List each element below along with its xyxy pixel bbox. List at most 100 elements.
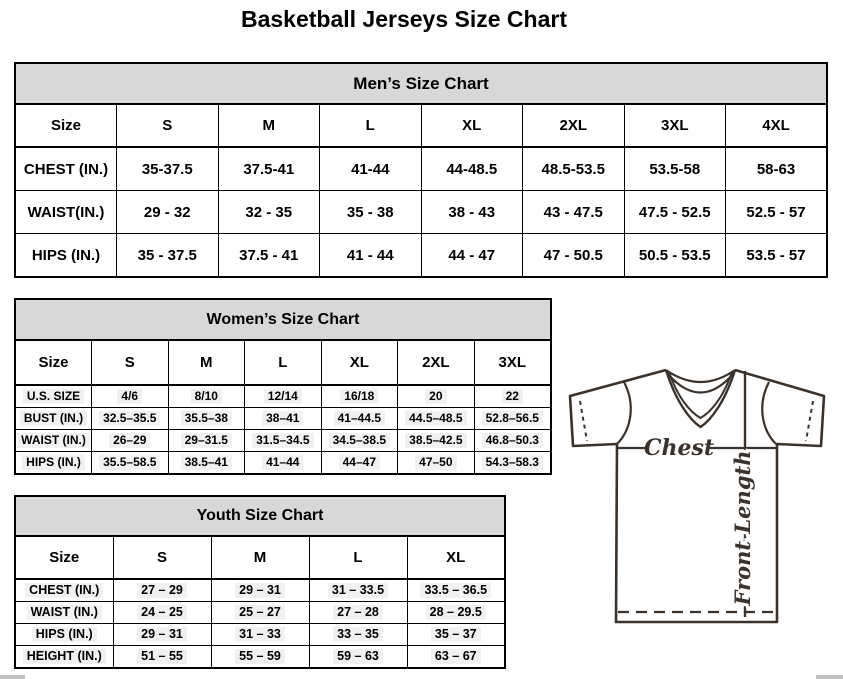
value-cell: 29–31.5 <box>167 429 246 452</box>
value-cell: 12/14 <box>244 384 322 408</box>
table-row: U.S. SIZE 4/6 8/10 12/14 16/18 20 22 <box>14 384 552 408</box>
value-text: 35.5–38 <box>180 411 232 426</box>
value-cell: 48.5-53.5 <box>522 146 625 191</box>
value-text: 41-44 <box>351 160 390 178</box>
jersey-outline <box>568 368 826 624</box>
value-cell: 37.5 - 41 <box>217 233 320 278</box>
value-text: 4/6 <box>117 389 143 404</box>
women-column-header: 3XL <box>473 339 552 386</box>
value-cell: 47–50 <box>397 451 475 475</box>
left-armhole-seam <box>616 381 632 445</box>
value-text: 37.5-41 <box>243 160 295 178</box>
front-length-label: Front Length <box>730 451 755 607</box>
value-cell: 63 – 67 <box>406 645 506 669</box>
table-row: WAIST (IN.) 24 – 25 25 – 27 27 – 28 28 – 29.… <box>14 601 506 624</box>
value-text: 63 – 67 <box>430 649 481 664</box>
women-column-header: M <box>167 339 246 386</box>
value-cell: 31 – 33 <box>210 623 310 646</box>
value-text: 41 - 44 <box>346 246 394 264</box>
value-text: 35.5–58.5 <box>99 455 161 470</box>
value-cell: 53.5 - 57 <box>725 233 828 278</box>
value-cell: 20 <box>397 384 475 408</box>
value-text: 34.5–38.5 <box>328 433 391 448</box>
column-header-text: XL <box>446 549 466 566</box>
women-column-header: 2XL <box>397 339 475 386</box>
men-chart-title: Men’s Size Chart <box>14 62 828 105</box>
value-text: 41–44 <box>262 455 304 470</box>
value-cell: 41–44 <box>244 451 322 475</box>
column-header-text: 3XL <box>498 354 527 371</box>
value-cell: 35 – 37 <box>406 623 506 646</box>
youth-size-chart: Youth Size Chart Size S M L XL CHEST (IN.) 27 –… <box>14 495 506 669</box>
table-row: HIPS (IN.) 35 - 37.5 37.5 - 41 41 - 44 44 - … <box>14 233 828 278</box>
value-text: 26–29 <box>109 433 151 448</box>
value-text: 28 – 29.5 <box>425 605 486 620</box>
value-text: 33.5 – 36.5 <box>420 583 492 598</box>
right-cuff-dashed-seam <box>805 400 814 442</box>
value-text: 51 – 55 <box>137 649 187 664</box>
row-label-text: HEIGHT (IN.) <box>22 649 106 664</box>
women-column-header: XL <box>320 339 399 386</box>
value-cell: 52.8–56.5 <box>473 407 552 430</box>
youth-column-header: L <box>308 535 408 580</box>
row-label-cell: HIPS (IN.) <box>14 623 114 646</box>
value-text: 35 - 37.5 <box>137 246 197 264</box>
men-column-header: L <box>319 103 422 148</box>
value-text: 29 - 32 <box>143 203 191 221</box>
value-text: 12/14 <box>263 389 302 404</box>
value-cell: 35.5–38 <box>167 407 246 430</box>
table-row: CHEST (IN.) 35-37.5 37.5-41 41-44 44-48.5 48.… <box>14 146 828 191</box>
row-label-text: HIPS (IN.) <box>31 627 97 642</box>
column-header-text: L <box>365 117 375 134</box>
value-text: 50.5 - 53.5 <box>638 246 711 264</box>
column-header-text: M <box>200 354 213 371</box>
value-cell: 58-63 <box>725 146 828 191</box>
value-text: 54.3–58.3 <box>481 455 543 470</box>
jersey-measurement-diagram: Chest Front Length <box>568 368 826 624</box>
value-text: 27 – 29 <box>137 583 187 598</box>
value-cell: 44.5–48.5 <box>397 407 475 430</box>
value-cell: 35.5–58.5 <box>91 451 169 475</box>
row-label-text: CHEST (IN.) <box>25 583 104 598</box>
value-cell: 53.5-58 <box>623 146 726 191</box>
row-label-cell: CHEST (IN.) <box>14 146 117 191</box>
value-cell: 28 – 29.5 <box>406 601 506 624</box>
value-cell: 35 - 38 <box>319 190 422 234</box>
value-text: 32.5–35.5 <box>99 411 161 426</box>
value-cell: 33.5 – 36.5 <box>406 578 506 602</box>
value-text: 29–31.5 <box>180 433 232 448</box>
value-cell: 50.5 - 53.5 <box>623 233 726 278</box>
column-header-text: S <box>156 549 167 566</box>
value-cell: 47 - 50.5 <box>522 233 625 278</box>
womens-size-table: Women’s Size Chart Size S M L XL 2XL 3XL U.S. SI… <box>14 298 552 475</box>
column-header-text: 3XL <box>660 117 689 134</box>
value-cell: 26–29 <box>91 429 169 452</box>
value-cell: 51 – 55 <box>112 645 212 669</box>
column-header-text: 4XL <box>762 117 790 134</box>
men-column-header: S <box>116 103 219 148</box>
vneck-outer <box>664 369 737 429</box>
value-cell: 37.5-41 <box>217 146 320 191</box>
table-row: HIPS (IN.) 35.5–58.5 38.5–41 41–44 44–47 47–5… <box>14 451 552 475</box>
value-text: 41–44.5 <box>333 411 386 426</box>
table-row: WAIST (IN.) 26–29 29–31.5 31.5–34.5 34.5–38.… <box>14 429 552 452</box>
row-label-text: HIPS (IN.) <box>31 246 101 264</box>
men-column-header: 2XL <box>522 103 625 148</box>
value-cell: 31 – 33.5 <box>308 578 408 602</box>
value-cell: 31.5–34.5 <box>244 429 322 452</box>
women-column-header: S <box>91 339 169 386</box>
value-text: 32 - 35 <box>245 203 293 221</box>
value-text: 38 - 43 <box>448 203 496 221</box>
collar-top-arc <box>665 369 736 383</box>
men-column-header: XL <box>420 103 523 148</box>
value-cell: 38–41 <box>244 407 322 430</box>
youth-column-header: M <box>210 535 310 580</box>
value-text: 20 <box>425 389 447 404</box>
column-header-text: L <box>353 549 363 566</box>
value-text: 8/10 <box>190 389 222 404</box>
men-column-header: 4XL <box>725 103 828 148</box>
value-text: 44-48.5 <box>446 160 498 178</box>
value-text: 29 – 31 <box>235 583 285 598</box>
value-cell: 41–44.5 <box>320 407 399 430</box>
youth-chart-title: Youth Size Chart <box>14 495 506 537</box>
